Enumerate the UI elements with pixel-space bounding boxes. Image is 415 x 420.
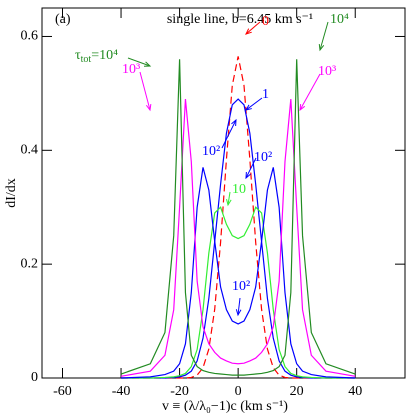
x-tick-label: -20 (170, 384, 189, 399)
annotation: (a) (55, 12, 71, 27)
x-tick-label: 40 (348, 384, 362, 399)
annotation-arrow (245, 97, 263, 111)
annotation-arrow (245, 21, 261, 35)
annotation-arrowhead (226, 199, 232, 207)
series-line (120, 59, 356, 376)
y-tick-label: 0.4 (21, 143, 39, 158)
annotation-part: =10⁴ (91, 48, 118, 63)
annotation-arrow (139, 71, 151, 111)
annotation-arrowhead (245, 171, 251, 180)
x-tick-label: 20 (290, 384, 304, 399)
annotation-arrowhead (231, 118, 237, 127)
annotation: 1 (262, 87, 269, 102)
annotation-arrowhead (235, 309, 242, 317)
annotation: 0 (262, 14, 269, 29)
series-line (120, 99, 356, 377)
annotation: 10³ (122, 62, 140, 77)
x-tick-label: -60 (53, 384, 72, 399)
annotation: τtot=10⁴ (75, 48, 118, 65)
series-line (121, 167, 356, 379)
annotation-part: tot (81, 54, 92, 65)
annotation-arrowhead (145, 103, 152, 112)
annotation: 10² (254, 150, 272, 165)
annotation-arrow (127, 57, 151, 67)
x-tick-label: -40 (112, 384, 131, 399)
x-axis-label: v ≡ (λ/λ₀−1)c (km s⁻¹) (162, 399, 288, 414)
annotation: 10³ (318, 64, 336, 79)
y-axis-label: dI/dx (4, 178, 19, 208)
annotation: 10 (232, 182, 246, 197)
annotation-arrow (237, 297, 241, 316)
annotation: single line, b=6.45 km s⁻¹ (167, 12, 313, 27)
annotation: 10⁴ (330, 12, 349, 27)
series-line (121, 206, 356, 379)
y-tick-label: 0.2 (21, 256, 39, 271)
annotation-arrowhead (143, 61, 152, 67)
annotation: 10² (202, 144, 220, 159)
series-line (121, 98, 356, 379)
annotation-arrowhead (318, 43, 325, 52)
annotation: 10² (232, 279, 250, 294)
plot-frame (41, 7, 406, 379)
annotation-arrowhead (299, 103, 306, 112)
annotation-arrow (319, 21, 329, 51)
y-tick-label: 0 (31, 370, 38, 385)
annotation-arrow (299, 73, 321, 111)
annotation-arrowhead (245, 28, 252, 35)
annotation-arrow (227, 191, 231, 206)
annotation-arrowhead (244, 104, 252, 111)
annotation-arrow (221, 119, 237, 149)
x-tick-label: 0 (235, 384, 242, 399)
series-line (121, 56, 356, 379)
annotation-part: τ (75, 48, 81, 63)
annotation-arrow (245, 157, 257, 179)
y-tick-label: 0.6 (21, 29, 39, 44)
